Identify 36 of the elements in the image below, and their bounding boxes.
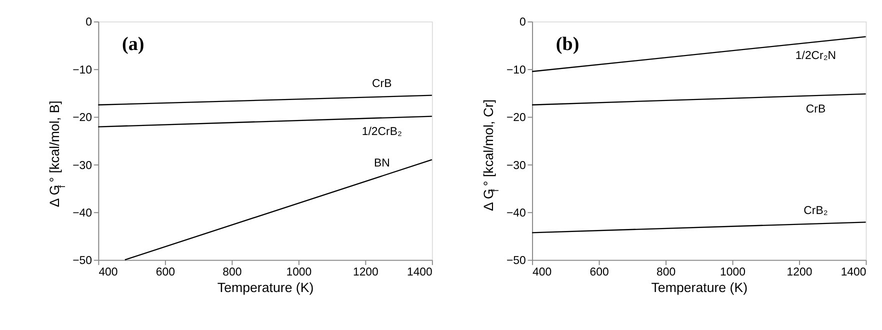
series-label: 1/2CrB₂ <box>362 126 402 138</box>
y-tick-label: −50 <box>506 255 526 268</box>
x-tick-label: 1400 <box>406 266 432 279</box>
y-tick-label: 0 <box>519 16 526 29</box>
x-tick-label: 1000 <box>286 266 312 279</box>
x-tick-label: 1200 <box>786 266 812 279</box>
y-tick-label: −20 <box>506 112 526 124</box>
y-tick-label: −50 <box>72 255 92 268</box>
x-axis-title: Temperature (K) <box>217 280 314 295</box>
x-tick-label: 600 <box>590 266 609 279</box>
x-axis-title: Temperature (K) <box>651 280 748 295</box>
y-tick-label: −40 <box>72 207 92 220</box>
x-tick-label: 1200 <box>352 266 378 279</box>
y-tick-label: −10 <box>72 64 92 76</box>
x-tick-label: 400 <box>98 266 118 279</box>
y-tick-label: 0 <box>86 16 92 29</box>
y-axis-title: Δ Gf° [kcal/mol, Cr] <box>480 99 502 211</box>
y-tick-label: −30 <box>72 160 92 172</box>
x-tick-label: 400 <box>532 266 552 279</box>
text: (a) <box>122 34 144 56</box>
y-tick-label: −40 <box>506 207 526 220</box>
y-tick-label: −30 <box>506 160 526 172</box>
y-axis-title: Δ Gf° [kcal/mol, B] <box>47 100 68 208</box>
series-label: 1/2Cr₂N <box>795 50 836 62</box>
series-label: BN <box>374 157 390 170</box>
y-tick-label: −10 <box>506 64 526 76</box>
series-label: CrB <box>372 78 392 90</box>
text: (b) <box>556 34 580 56</box>
series-label: CrB₂ <box>804 205 828 218</box>
x-tick-label: 1000 <box>720 266 746 279</box>
x-tick-label: 1400 <box>840 266 866 279</box>
series-label: CrB <box>806 104 826 116</box>
x-tick-label: 800 <box>222 266 242 279</box>
x-tick-label: 600 <box>156 266 175 279</box>
y-tick-label: −20 <box>72 112 92 124</box>
x-tick-label: 800 <box>656 266 676 279</box>
